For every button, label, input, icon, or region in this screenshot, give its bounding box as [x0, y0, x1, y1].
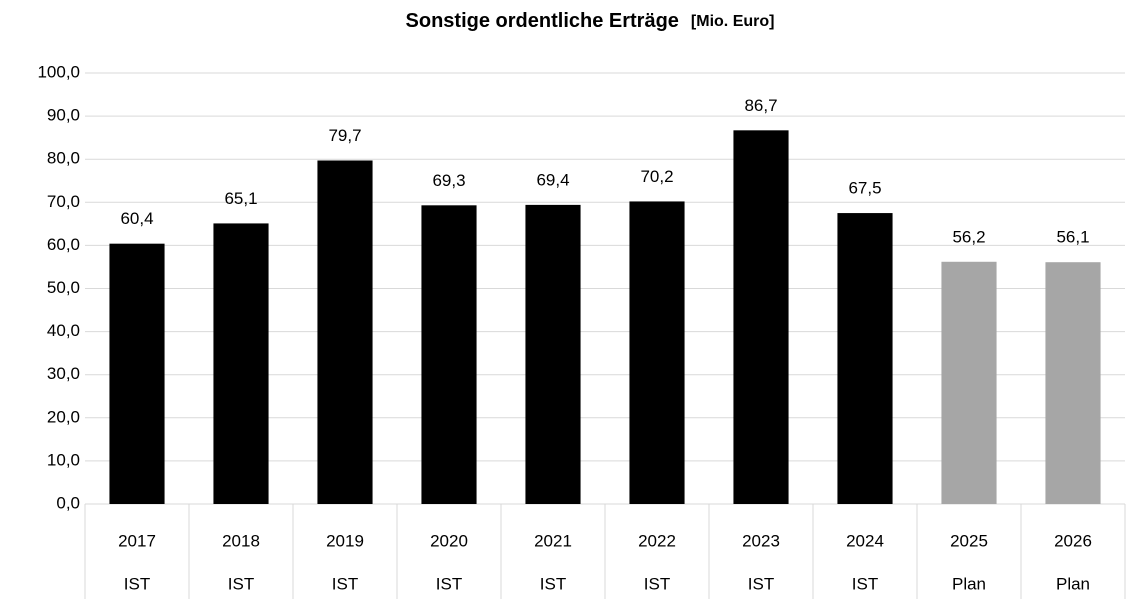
value-label: 56,2	[952, 227, 985, 246]
y-tick-label: 50,0	[47, 278, 80, 297]
y-tick-label: 20,0	[47, 407, 80, 426]
value-label: 56,1	[1056, 228, 1089, 247]
x-subcategory-label: IST	[436, 574, 462, 593]
x-tick-label: 2023	[742, 531, 780, 550]
x-subcategory-label: Plan	[1056, 574, 1090, 593]
y-tick-label: 30,0	[47, 364, 80, 383]
y-tick-label: 40,0	[47, 321, 80, 340]
x-subcategory-label: Plan	[952, 574, 986, 593]
bar	[837, 213, 893, 504]
bar	[629, 201, 685, 505]
value-label: 69,3	[432, 171, 465, 190]
x-tick-label: 2021	[534, 531, 572, 550]
value-label: 65,1	[224, 189, 257, 208]
bar	[733, 130, 789, 504]
x-subcategory-label: IST	[644, 574, 670, 593]
bar	[525, 204, 581, 505]
bar	[1045, 262, 1101, 504]
value-label: 79,7	[328, 126, 361, 145]
x-tick-label: 2022	[638, 531, 676, 550]
bar	[941, 261, 997, 504]
x-subcategory-label: IST	[748, 574, 774, 593]
value-label: 60,4	[120, 209, 153, 228]
x-tick-label: 2026	[1054, 531, 1092, 550]
y-tick-label: 90,0	[47, 106, 80, 125]
y-tick-label: 70,0	[47, 192, 80, 211]
x-tick-label: 2019	[326, 531, 364, 550]
bar	[109, 243, 165, 504]
chart-title: Sonstige ordentliche Erträge	[406, 10, 679, 32]
y-tick-label: 80,0	[47, 149, 80, 168]
x-tick-label: 2020	[430, 531, 468, 550]
x-subcategory-label: IST	[228, 574, 254, 593]
x-subcategory-label: IST	[852, 574, 878, 593]
x-tick-label: 2017	[118, 531, 156, 550]
x-subcategory-label: IST	[540, 574, 566, 593]
x-tick-label: 2025	[950, 531, 988, 550]
y-tick-label: 100,0	[37, 62, 80, 81]
x-subcategory-label: IST	[332, 574, 358, 593]
bar	[213, 223, 269, 504]
y-tick-label: 60,0	[47, 235, 80, 254]
y-tick-label: 0,0	[56, 493, 80, 512]
chart-title-group: Sonstige ordentliche Erträge [Mio. Euro]	[406, 10, 775, 32]
bar	[421, 205, 477, 504]
value-label: 67,5	[848, 179, 881, 198]
chart-unit: [Mio. Euro]	[691, 13, 775, 30]
bar	[317, 160, 373, 505]
x-tick-label: 2018	[222, 531, 260, 550]
y-tick-label: 10,0	[47, 450, 80, 469]
x-tick-label: 2024	[846, 531, 884, 550]
value-label: 69,4	[536, 170, 569, 189]
value-label: 86,7	[744, 96, 777, 115]
value-label: 70,2	[640, 167, 673, 186]
x-subcategory-label: IST	[124, 574, 150, 593]
